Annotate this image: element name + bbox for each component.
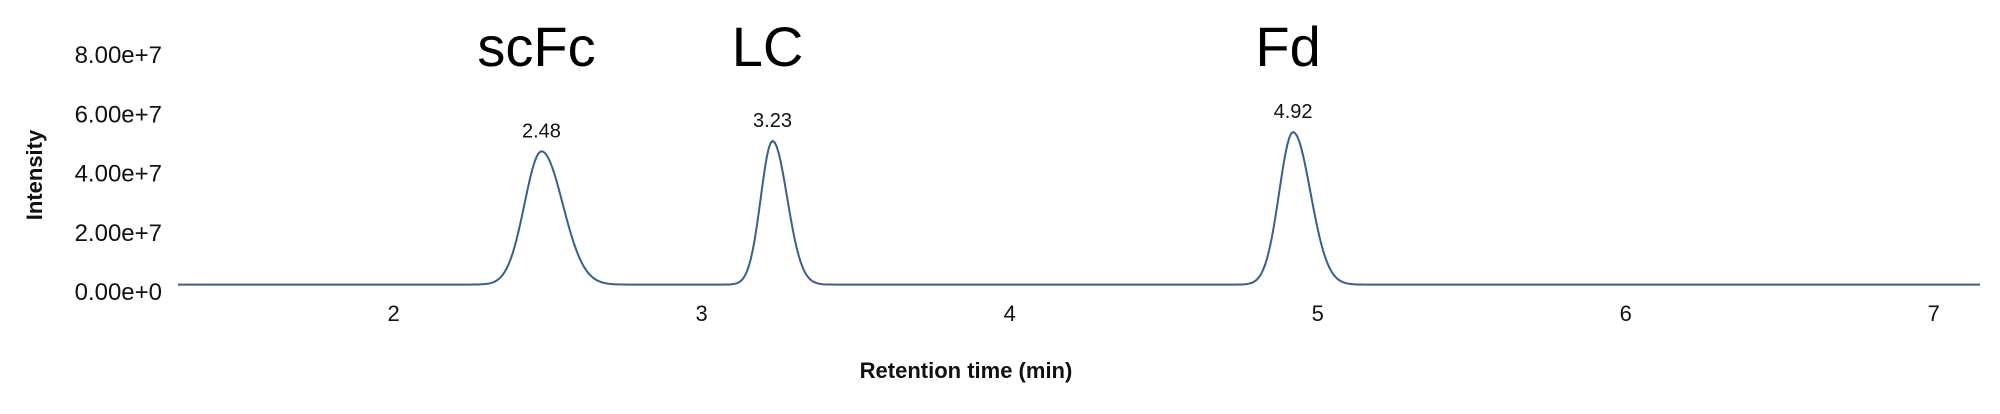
x-tick-label: 5 [1312, 301, 1324, 326]
x-tick-label: 2 [387, 301, 399, 326]
x-tick-label: 7 [1928, 301, 1940, 326]
x-tick-label: 3 [696, 301, 708, 326]
y-tick-label: 2.00e+7 [75, 220, 162, 247]
x-axis-label: Retention time (min) [860, 358, 1073, 383]
peak-name-annotation: scFc [477, 15, 595, 78]
peak-value-label: 2.48 [522, 120, 561, 142]
x-axis-ticks: 2 3 4 5 6 7 [387, 301, 1939, 326]
peak-name-annotation: Fd [1255, 15, 1320, 78]
peak-annotations: scFc LC Fd [477, 15, 1320, 78]
peak-value-label: 3.23 [753, 110, 792, 132]
peak-labels: 2.48 3.23 4.92 [522, 101, 1313, 142]
y-tick-label: 4.00e+7 [75, 161, 162, 188]
peak-value-label: 4.92 [1274, 101, 1313, 123]
y-tick-label: 8.00e+7 [75, 42, 162, 69]
y-axis-ticks: 0.00e+0 2.00e+7 4.00e+7 6.00e+7 8.00e+7 [75, 42, 162, 306]
y-tick-label: 0.00e+0 [75, 279, 162, 306]
chromatogram-trace [178, 130, 1980, 286]
peak-name-annotation: LC [732, 15, 804, 78]
x-tick-label: 6 [1620, 301, 1632, 326]
y-axis-label: Intensity [22, 129, 47, 220]
y-tick-label: 6.00e+7 [75, 101, 162, 128]
x-tick-label: 4 [1004, 301, 1016, 326]
